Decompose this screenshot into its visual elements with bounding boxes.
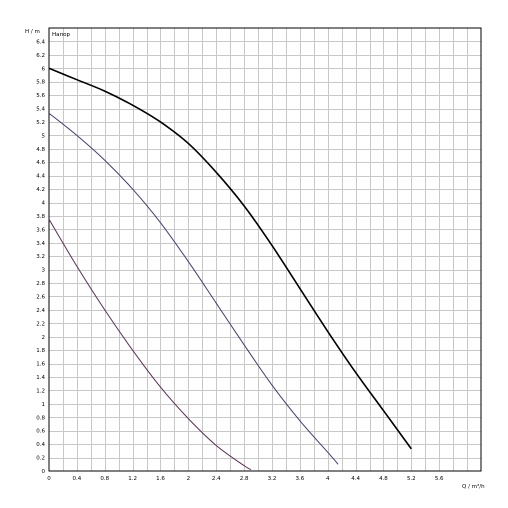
y-tick-label: 2 bbox=[42, 335, 46, 341]
x-tick-label: 0.4 bbox=[72, 476, 81, 482]
y-tick-label: 5.6 bbox=[36, 93, 45, 99]
y-tick-label: 6 bbox=[42, 66, 46, 72]
y-tick-label: 3.2 bbox=[36, 254, 45, 260]
y-tick-label: 0.2 bbox=[36, 456, 45, 462]
y-tick-label: 1.8 bbox=[36, 348, 45, 354]
x-tick-label: 0 bbox=[47, 476, 51, 482]
y-tick-label: 1 bbox=[42, 402, 46, 408]
y-tick-label: 2.6 bbox=[36, 294, 45, 300]
grid bbox=[49, 28, 481, 471]
y-tick-label: 0.6 bbox=[36, 429, 45, 435]
y-tick-label: 4.6 bbox=[36, 160, 45, 166]
pump-curve-series-1 bbox=[48, 67, 412, 450]
x-tick-label: 1.2 bbox=[128, 476, 137, 482]
x-tick-label: 2.8 bbox=[240, 476, 249, 482]
y-tick-label: 0.4 bbox=[36, 442, 45, 448]
y-tick-label: 5.8 bbox=[36, 80, 45, 86]
y-tick-label: 3.4 bbox=[36, 241, 45, 247]
y-tick-label: 5.2 bbox=[36, 120, 45, 126]
x-tick-label: 1.6 bbox=[156, 476, 165, 482]
y-tick-label: 3.6 bbox=[36, 227, 45, 233]
x-tick-labels: 0 0.4 0.8 1.2 1.6 2 2.4 2.8 3.2 3.6 4 4.4 4.8 5.2 5.6 bbox=[47, 476, 444, 482]
x-tick-label: 4.8 bbox=[379, 476, 388, 482]
y-tick-label: 5.4 bbox=[36, 107, 45, 113]
x-tick-label: 4 bbox=[326, 476, 330, 482]
y-tick-label: 4.4 bbox=[36, 174, 45, 180]
y-tick-label: 0.8 bbox=[36, 415, 45, 421]
y-tick-labels: 0 0.2 0.4 0.6 0.8 1 1.2 1.4 1.6 1.8 2 2.2 2.4 2.6 2.8 3… bbox=[36, 39, 45, 475]
y-tick-label: 4.2 bbox=[36, 187, 45, 193]
x-tick-label: 3.2 bbox=[268, 476, 277, 482]
series-layer bbox=[48, 67, 412, 471]
x-tick-label: 2.4 bbox=[212, 476, 221, 482]
y-axis-label: H / m bbox=[25, 29, 40, 35]
y-tick-label: 0 bbox=[42, 469, 46, 475]
y-tick-label: 4 bbox=[42, 201, 46, 207]
y-tick-label: 6.4 bbox=[36, 39, 45, 45]
y-tick-label: 4.8 bbox=[36, 147, 45, 153]
y-tick-label: 1.4 bbox=[36, 375, 45, 381]
y-axis-label-suffix: Напор bbox=[52, 32, 70, 38]
y-tick-label: 1.6 bbox=[36, 362, 45, 368]
y-tick-label: 1.2 bbox=[36, 388, 45, 394]
x-tick-label: 0.8 bbox=[100, 476, 109, 482]
x-axis-label: Q / m³/h bbox=[462, 483, 485, 490]
y-tick-label: 5 bbox=[42, 133, 46, 139]
plot-frame bbox=[48, 27, 482, 472]
x-tick-label: 3.6 bbox=[295, 476, 304, 482]
y-tick-label: 2.8 bbox=[36, 281, 45, 287]
pump-curve-series-3 bbox=[48, 219, 252, 471]
y-tick-label: 6.2 bbox=[36, 53, 45, 59]
x-tick-label: 2 bbox=[187, 476, 191, 482]
x-tick-label: 5.6 bbox=[435, 476, 444, 482]
y-tick-label: 2.4 bbox=[36, 308, 45, 314]
pump-curve-series-2 bbox=[48, 112, 339, 465]
y-tick-label: 2.2 bbox=[36, 321, 45, 327]
x-tick-label: 5.2 bbox=[407, 476, 416, 482]
x-tick-label: 4.4 bbox=[351, 476, 360, 482]
y-tick-label: 3 bbox=[42, 268, 46, 274]
y-tick-label: 3.8 bbox=[36, 214, 45, 220]
